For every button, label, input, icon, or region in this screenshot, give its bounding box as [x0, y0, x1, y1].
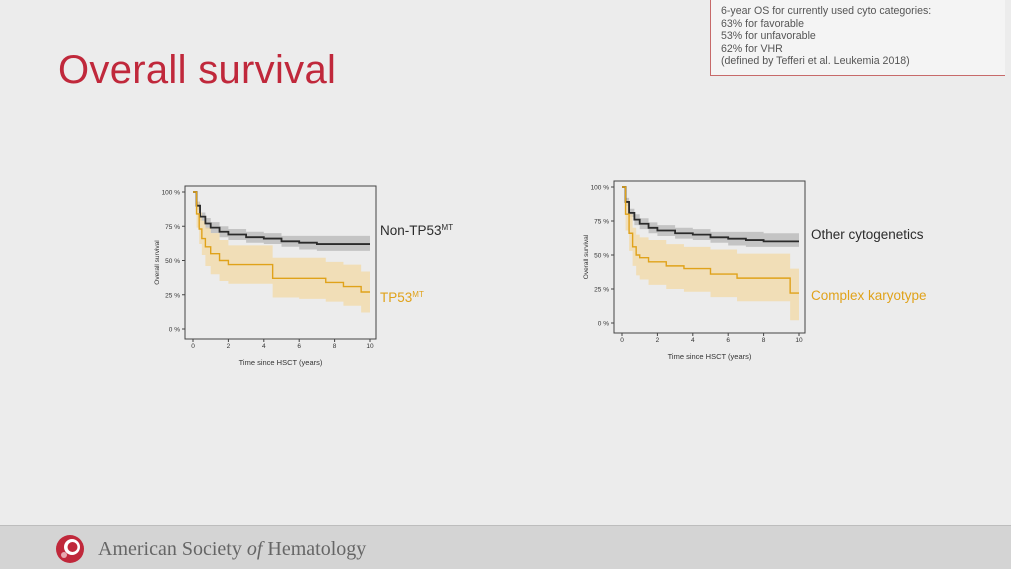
note-line: 62% for VHR [721, 42, 783, 55]
x-axis-label: Time since HSCT (years) [668, 352, 752, 361]
note-line: 53% for unfavorable [721, 30, 816, 43]
note-box: 6-year OS for currently used cyto catego… [710, 0, 1005, 76]
y-tick-label: 0 % [169, 327, 180, 334]
note-line: 6-year OS for currently used cyto catego… [721, 5, 932, 17]
x-tick-label: 10 [795, 337, 803, 344]
slide-title: Overall survival [58, 48, 337, 92]
x-tick-label: 6 [726, 337, 730, 344]
legend-label: Complex karyotype [811, 288, 927, 303]
survival-curve [193, 191, 370, 293]
x-tick-label: 10 [366, 343, 374, 350]
y-tick-label: 0 % [598, 321, 609, 328]
y-axis-label: Overall survival [154, 240, 161, 285]
y-tick-label: 75 % [594, 219, 609, 226]
legend-label: Other cytogenetics [811, 227, 924, 242]
footer-bar: American Society of Hematology [0, 525, 1011, 569]
note-line: 63% for favorable [721, 17, 805, 30]
y-axis-label: Overall survival [583, 234, 590, 279]
y-tick-label: 25 % [165, 292, 180, 299]
survival-curve [622, 186, 799, 243]
y-tick-label: 100 % [162, 190, 181, 197]
ci-band [193, 192, 370, 251]
x-tick-label: 8 [762, 337, 766, 344]
legend-superscript: MT [442, 223, 454, 232]
survival-curve [193, 191, 370, 245]
y-tick-label: 100 % [591, 185, 610, 192]
y-tick-label: 25 % [594, 287, 609, 294]
y-tick-label: 50 % [594, 253, 609, 260]
x-tick-label: 6 [297, 343, 301, 350]
x-axis-label: Time since HSCT (years) [239, 358, 323, 367]
plot-frame [613, 180, 806, 334]
plot-frame [184, 185, 377, 340]
survival-curve [622, 186, 799, 294]
footer-organization: American Society of Hematology [98, 538, 366, 561]
y-tick-label: 75 % [165, 224, 180, 231]
x-tick-label: 2 [656, 337, 660, 344]
ash-logo-icon [56, 535, 84, 563]
footer-text-post: Hematology [262, 538, 367, 560]
legend-label: Non-TP53MT [380, 223, 453, 238]
legend-superscript: MT [412, 290, 424, 299]
ci-band [622, 187, 799, 247]
y-tick-label: 50 % [165, 258, 180, 265]
x-tick-label: 4 [262, 343, 266, 350]
note-line: (defined by Tefferi et al. Leukemia 2018… [721, 55, 910, 68]
x-tick-label: 0 [620, 337, 624, 344]
x-tick-label: 4 [691, 337, 695, 344]
x-tick-label: 8 [333, 343, 337, 350]
x-tick-label: 0 [191, 343, 195, 350]
x-tick-label: 2 [227, 343, 231, 350]
footer-text-of: of [246, 538, 263, 560]
footer-text-pre: American Society [98, 538, 247, 560]
ci-band [622, 187, 799, 321]
